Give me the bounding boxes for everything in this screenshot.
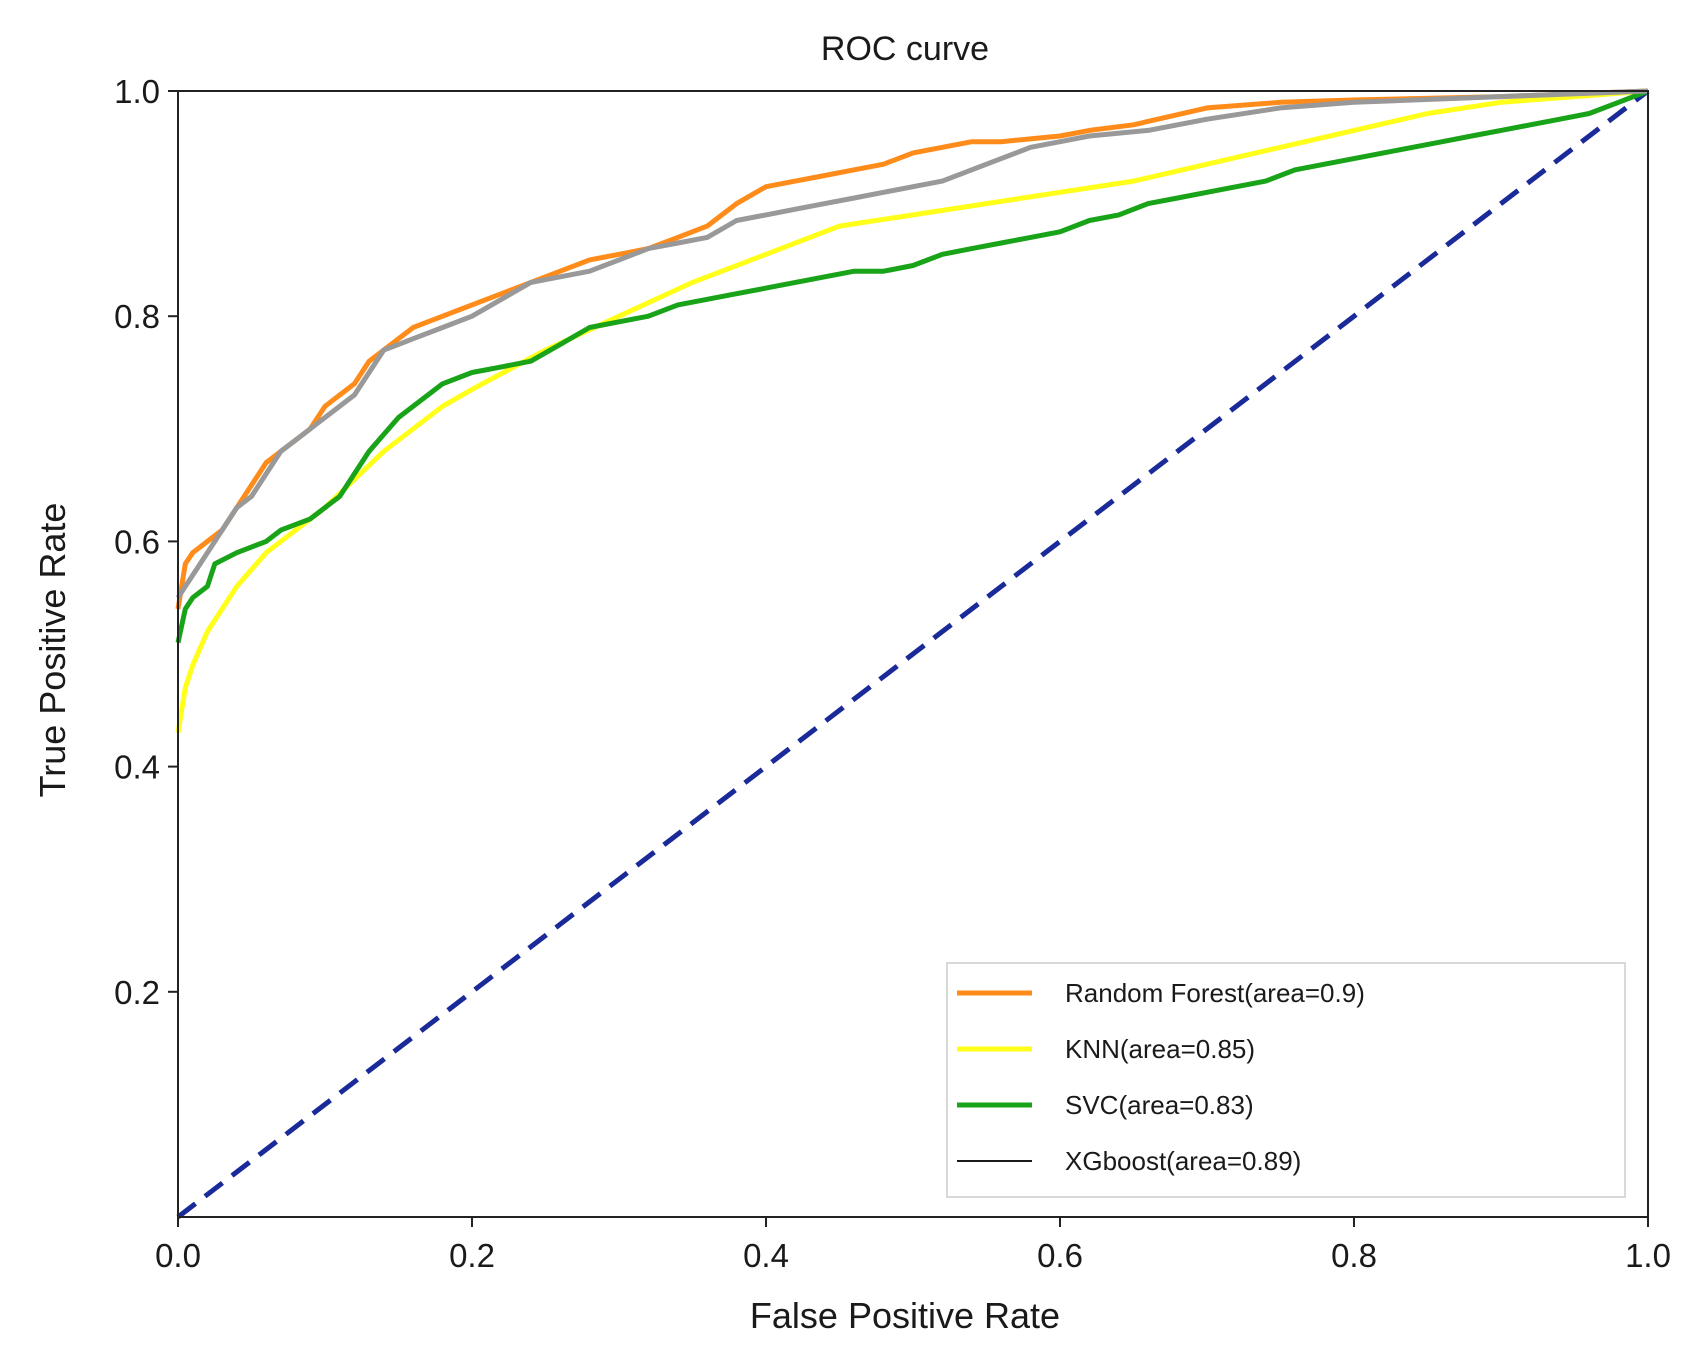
x-tick-label: 0.0	[155, 1237, 201, 1274]
legend-box	[946, 962, 1626, 1198]
y-tick-label: 0.6	[114, 523, 160, 560]
x-tick-label: 0.6	[1037, 1237, 1083, 1274]
y-tick-label: 1.0	[114, 73, 160, 110]
legend-label-random-forest: Random Forest(area=0.9)	[1065, 978, 1365, 1008]
curves-group	[175, 88, 1650, 1219]
legend-label-knn: KNN(area=0.85)	[1065, 1034, 1255, 1064]
legend: Random Forest(area=0.9) KNN(area=0.85) SVC…	[946, 962, 1626, 1198]
series-line-knn	[175, 88, 1649, 734]
plot-frame	[177, 90, 1649, 1218]
y-tick-label: 0.4	[114, 749, 160, 786]
y-axis-ticks: 0.2 0.4 0.6 0.8 1.0	[114, 73, 178, 1011]
series-line-svc	[175, 88, 1649, 644]
legend-label-svc: SVC(area=0.83)	[1065, 1090, 1254, 1120]
series-line-random-forest	[175, 88, 1649, 610]
y-axis-title: True Positive Rate	[32, 503, 73, 798]
y-tick-label: 0.8	[114, 298, 160, 335]
legend-label-xgboost: XGboost(area=0.89)	[1065, 1146, 1301, 1176]
series-line-xgboost	[175, 88, 1649, 600]
x-tick-label: 0.8	[1331, 1237, 1377, 1274]
x-tick-label: 0.4	[743, 1237, 789, 1274]
series-line-diagonal	[176, 89, 1650, 1219]
y-tick-label: 0.2	[114, 974, 160, 1011]
x-axis-ticks: 0.0 0.2 0.4 0.6 0.8 1.0	[155, 1217, 1671, 1274]
chart-title: ROC curve	[821, 30, 989, 68]
x-tick-label: 1.0	[1625, 1237, 1671, 1274]
x-axis-title: False Positive Rate	[750, 1295, 1060, 1336]
x-tick-label: 0.2	[449, 1237, 495, 1274]
